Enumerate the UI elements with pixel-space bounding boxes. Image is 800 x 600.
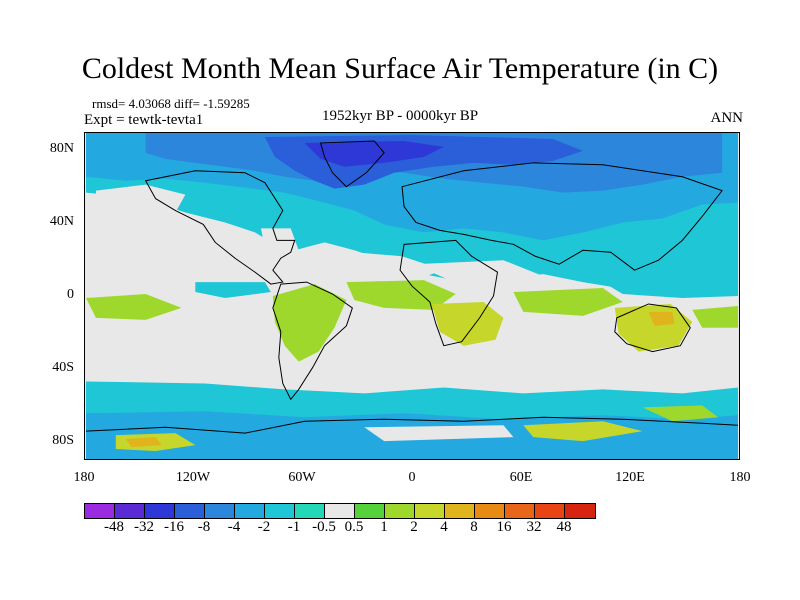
- anomaly-map: [85, 133, 739, 459]
- x-tick-180-west: 180: [73, 470, 95, 485]
- south-atlantic-green: [346, 280, 456, 310]
- x-tick-60e: 60E: [509, 470, 533, 485]
- colorbar-swatch: [325, 504, 355, 518]
- x-tick-180-east: 180: [729, 470, 751, 485]
- colorbar-swatch: [205, 504, 235, 518]
- colorbar-swatch: [475, 504, 505, 518]
- y-tick-0: 0: [67, 287, 74, 302]
- colorbar-swatch: [385, 504, 415, 518]
- colorbar-swatch: [445, 504, 475, 518]
- antarctic-gold: [125, 437, 162, 448]
- experiment-label: Expt = tewtk-tevta1: [84, 112, 204, 128]
- south-america-green: [272, 284, 347, 362]
- colorbar-label: -4: [227, 519, 241, 535]
- colorbar-label: 4: [440, 519, 448, 535]
- coast-north-america: [144, 170, 296, 285]
- east-pacific-green: [692, 305, 738, 328]
- y-tick-80n: 80N: [49, 141, 74, 156]
- stats-text: rmsd= 4.03068 diff= -1.59285: [92, 96, 250, 111]
- colorbar: [84, 503, 596, 519]
- colorbar-swatch: [235, 504, 265, 518]
- pacific-green: [86, 294, 182, 320]
- colorbar-swatch: [175, 504, 205, 518]
- colorbar-swatch: [115, 504, 145, 518]
- colorbar-label: -2: [257, 519, 271, 535]
- colorbar-swatch: [145, 504, 175, 518]
- map-panel: [84, 132, 740, 460]
- antarctic-green-far-east: [642, 405, 719, 422]
- coast-greenland: [319, 140, 385, 188]
- colorbar-label: 32: [526, 519, 542, 535]
- colorbar-label: -0.5: [312, 519, 336, 535]
- australia-gold: [648, 311, 675, 326]
- colorbar-label: 16: [496, 519, 512, 535]
- tropic-cyan-east: [602, 280, 738, 298]
- colorbar-swatch: [415, 504, 445, 518]
- x-tick-120w: 120W: [175, 470, 211, 485]
- colorbar-label: 48: [556, 519, 572, 535]
- y-tick-40s: 40S: [52, 360, 74, 375]
- coast-eurasia: [401, 162, 723, 271]
- colorbar-label: 1: [380, 519, 388, 535]
- y-tick-80s: 80S: [52, 433, 74, 448]
- colorbar-swatch: [565, 504, 595, 518]
- north-pacific-neutral: [95, 184, 186, 215]
- period-label: 1952kyr BP - 0000kyr BP: [321, 108, 479, 124]
- y-tick-40n: 40N: [49, 214, 74, 229]
- antarctic-green-east: [523, 421, 643, 442]
- africa-green: [431, 301, 504, 346]
- colorbar-label: 2: [410, 519, 418, 535]
- indian-ocean-green: [513, 288, 623, 316]
- x-tick-120e: 120E: [615, 470, 645, 485]
- colorbar-label: 0.5: [344, 519, 364, 535]
- africa-neutral: [413, 260, 544, 285]
- colorbar-label: -48: [104, 519, 124, 535]
- colorbar-swatch: [355, 504, 385, 518]
- coast-south-america: [272, 281, 353, 401]
- season-label: ANN: [710, 110, 744, 126]
- coast-africa: [399, 239, 499, 347]
- atlantic-neutral: [354, 252, 444, 281]
- colorbar-swatch: [295, 504, 325, 518]
- us-neutral: [260, 228, 299, 259]
- figure-title: Coldest Month Mean Surface Air Temperatu…: [81, 52, 719, 85]
- colorbar-swatch: [505, 504, 535, 518]
- colorbar-swatch: [265, 504, 295, 518]
- colorbar-label: -32: [134, 519, 154, 535]
- colorbar-swatch: [535, 504, 565, 518]
- x-tick-0: 0: [408, 470, 416, 485]
- tropic-cyan-west: [195, 282, 271, 298]
- antarctic-neutral: [364, 425, 514, 442]
- coastlines: [85, 140, 739, 434]
- arctic-darkest-zone: [304, 140, 444, 167]
- colorbar-label: -16: [164, 519, 184, 535]
- coast-australia: [614, 303, 691, 353]
- coast-antarctica: [85, 416, 739, 434]
- colorbar-label: 8: [470, 519, 478, 535]
- colorbar-swatch: [85, 504, 115, 518]
- x-tick-60w: 60W: [288, 470, 316, 485]
- colorbar-label: -1: [287, 519, 301, 535]
- colorbar-label: -8: [197, 519, 211, 535]
